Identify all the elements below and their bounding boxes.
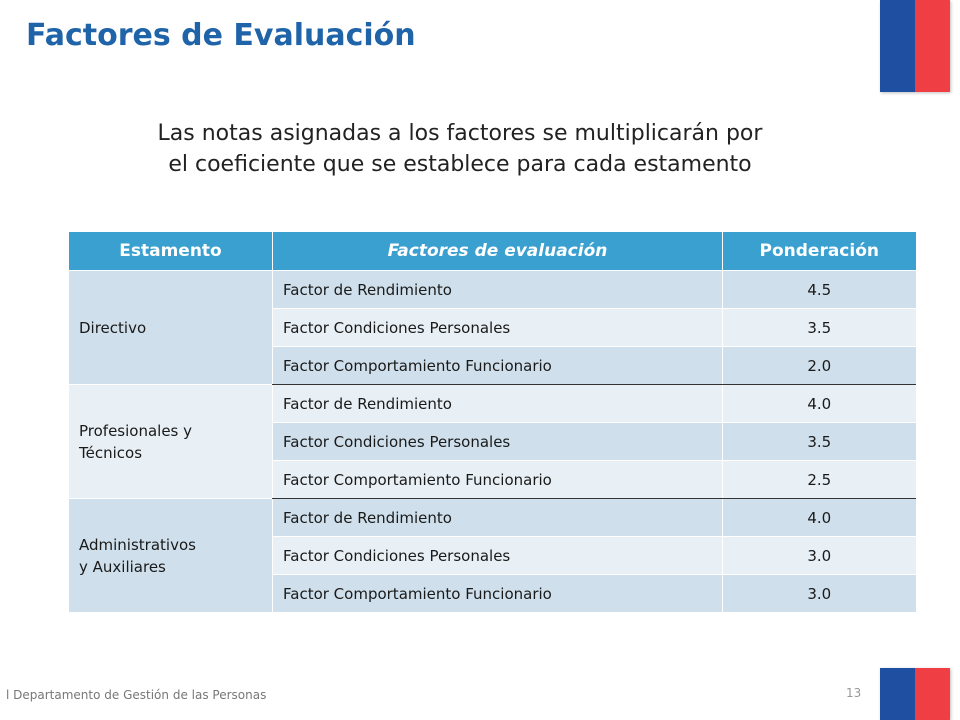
factor-cell: Factor Comportamiento Funcionario [272, 574, 723, 612]
table-row: Directivo Factor de Rendimiento 4.5 [68, 270, 916, 385]
footer-department: l Departamento de Gestión de las Persona… [6, 688, 267, 702]
factor-cell: Factor de Rendimiento [272, 270, 723, 309]
estamento-profesionales: Profesionales y Técnicos [68, 384, 273, 499]
estamento-line-2: y Auxiliares [79, 557, 166, 576]
table-row: Factor Condiciones Personales 3.5 [69, 422, 916, 461]
ponderacion-cell: 3.5 [722, 308, 916, 347]
factor-cell: Factor de Rendimiento [272, 498, 723, 537]
ponderacion-cell: 2.0 [722, 346, 916, 385]
factor-cell: Factor Comportamiento Funcionario [272, 346, 723, 385]
chile-flag-logo [880, 0, 950, 92]
flag-blue-stripe [880, 668, 915, 720]
ponderacion-cell: 3.0 [722, 536, 916, 575]
estamento-line-1: Administrativos [79, 535, 196, 554]
flag-blue-stripe [880, 0, 915, 92]
table-row: Administrativos y Auxiliares Factor de R… [68, 498, 916, 612]
ponderacion-cell: 2.5 [722, 460, 916, 499]
table-row: Factor Comportamiento Funcionario 2.5 [69, 460, 916, 499]
factor-cell: Factor Condiciones Personales [272, 308, 723, 347]
table-row: Factor Condiciones Personales 3.0 [69, 536, 916, 575]
header-factores: Factores de evaluación [272, 232, 723, 271]
factor-cell: Factor Condiciones Personales [272, 422, 723, 461]
intro-text: Las notas asignadas a los factores se mu… [60, 118, 860, 180]
flag-red-stripe [915, 668, 950, 720]
ponderacion-cell: 4.0 [722, 384, 916, 423]
table-row: Profesionales y Técnicos Factor de Rendi… [68, 384, 916, 499]
table-header-row: Estamento Factores de evaluación Pondera… [68, 232, 916, 271]
ponderacion-cell: 4.5 [722, 270, 916, 309]
ponderacion-cell: 3.5 [722, 422, 916, 461]
factors-table: Estamento Factores de evaluación Pondera… [68, 232, 916, 612]
ponderacion-cell: 4.0 [722, 498, 916, 537]
factor-cell: Factor de Rendimiento [272, 384, 723, 423]
table-row: Factor Condiciones Personales 3.5 [69, 308, 916, 347]
header-estamento: Estamento [68, 232, 273, 271]
flag-red-stripe [915, 0, 950, 92]
estamento-line-2: Técnicos [79, 443, 143, 462]
page-title: Factores de Evaluación [26, 18, 416, 53]
estamento-directivo: Directivo [68, 270, 273, 385]
factor-cell: Factor Comportamiento Funcionario [272, 460, 723, 499]
factor-cell: Factor Condiciones Personales [272, 536, 723, 575]
table-row: Factor Comportamiento Funcionario 2.0 [69, 346, 916, 385]
estamento-administrativos: Administrativos y Auxiliares [68, 498, 273, 612]
chile-flag-logo-footer [880, 668, 950, 720]
intro-line-2: el coeficiente que se establece para cad… [168, 152, 752, 177]
ponderacion-cell: 3.0 [722, 574, 916, 612]
intro-line-1: Las notas asignadas a los factores se mu… [157, 121, 763, 146]
header-ponderacion: Ponderación [722, 232, 916, 271]
table-row: Factor Comportamiento Funcionario 3.0 [69, 574, 916, 612]
estamento-line-1: Profesionales y [79, 421, 193, 440]
page-number: 13 [846, 686, 862, 700]
